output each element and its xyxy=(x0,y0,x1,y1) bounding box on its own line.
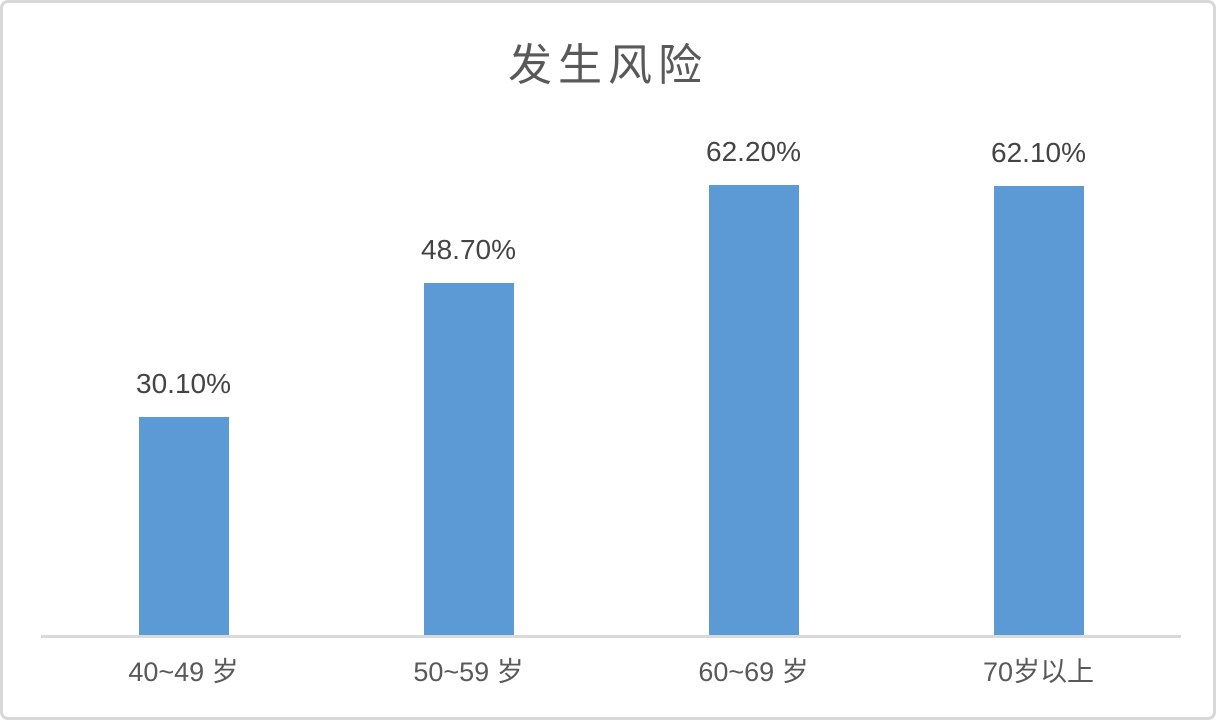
bar-value-label: 48.70% xyxy=(421,233,516,265)
x-axis-label: 50~59 岁 xyxy=(413,657,524,687)
bar-value-label: 62.20% xyxy=(706,136,801,168)
bar xyxy=(138,417,229,635)
plot-area: 30.10% 40~49 岁 48.70% 50~59 岁 62.20% 60~69 岁 6… xyxy=(3,3,1213,717)
x-axis-label: 60~69 岁 xyxy=(698,657,809,687)
bar-value-label: 62.10% xyxy=(991,137,1086,169)
x-axis-line xyxy=(41,635,1181,638)
bar xyxy=(708,185,799,635)
bar-value-label: 30.10% xyxy=(136,368,231,400)
x-axis-label: 40~49 岁 xyxy=(128,657,239,687)
bar xyxy=(423,282,514,635)
chart-title: 发生风险 xyxy=(508,41,708,90)
x-axis-label: 70岁以上 xyxy=(982,657,1095,687)
bar xyxy=(993,186,1084,635)
